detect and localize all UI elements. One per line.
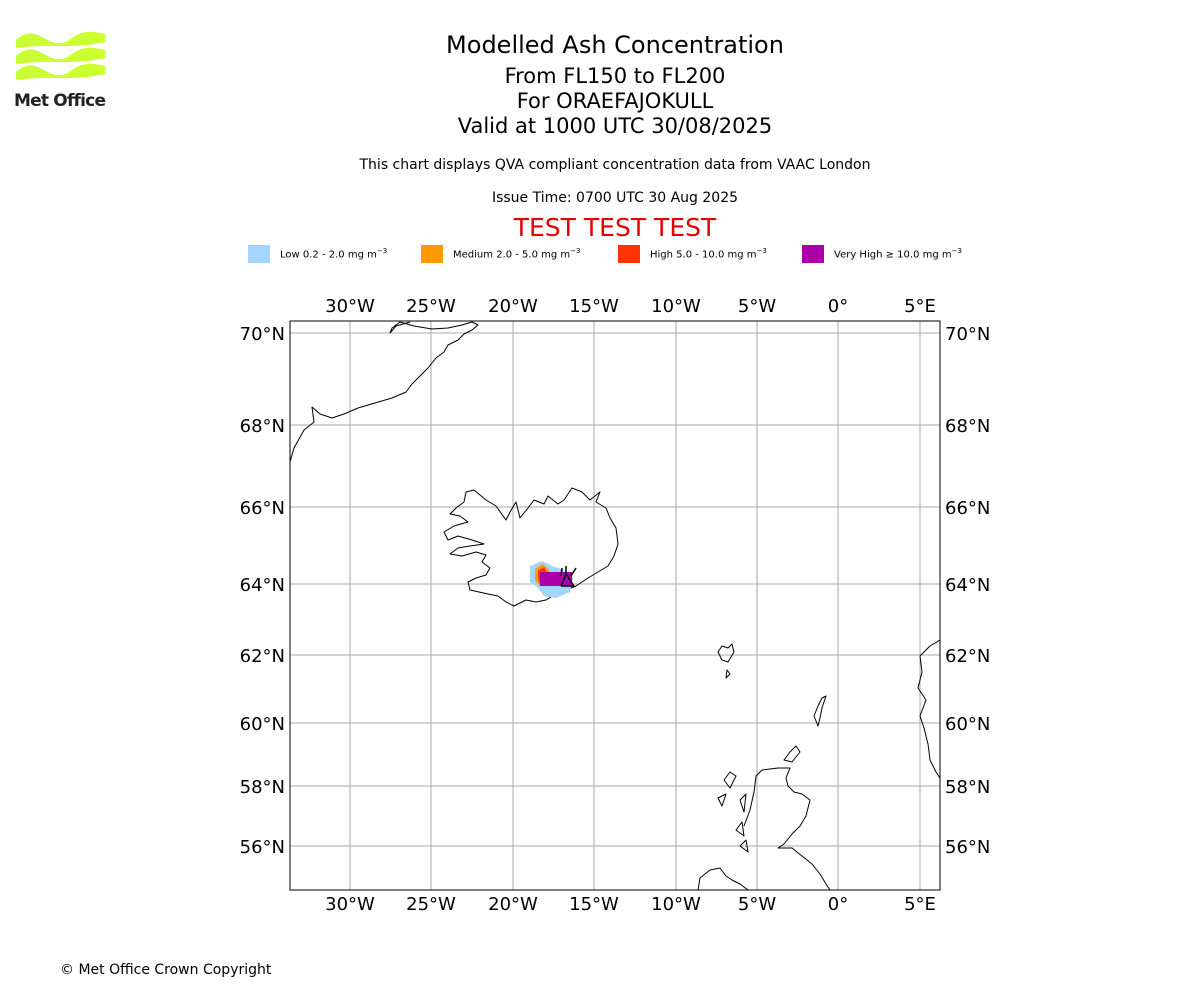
met-office-waves-icon <box>16 31 105 80</box>
latitude-tick-label: 66°N <box>945 498 990 519</box>
latitude-tick-label: 62°N <box>240 646 285 667</box>
legend-label-very-high: Very High ≥ 10.0 mg m−3 <box>834 247 962 261</box>
latitude-tick-label: 64°N <box>240 575 285 596</box>
longitude-tick-label: 15°W <box>569 894 619 915</box>
longitude-tick-label: 10°W <box>651 296 701 317</box>
legend-label-low: Low 0.2 - 2.0 mg m−3 <box>280 247 388 261</box>
issue-time: Issue Time: 0700 UTC 30 Aug 2025 <box>491 190 739 206</box>
volcano-name: For ORAEFAJOKULL <box>516 89 714 113</box>
latitude-tick-label: 70°N <box>945 324 990 345</box>
norway-coastline <box>917 639 940 779</box>
longitude-tick-label: 20°W <box>488 296 538 317</box>
volcano-marker-icon <box>560 566 577 587</box>
longitude-tick-label: 5°W <box>738 894 776 915</box>
latitude-tick-label: 60°N <box>240 714 285 735</box>
greenland-coastline <box>290 321 479 463</box>
latitude-tick-label: 56°N <box>240 837 285 858</box>
shetland-coastline <box>813 695 827 727</box>
logo-text: Met Office <box>14 91 106 111</box>
longitude-tick-label: 30°W <box>325 296 375 317</box>
latitude-tick-label: 66°N <box>240 498 285 519</box>
latitude-tick-label: 64°N <box>945 575 990 596</box>
copyright: © Met Office Crown Copyright <box>60 962 272 978</box>
latitude-tick-label: 56°N <box>945 837 990 858</box>
longitude-tick-label: 30°W <box>325 894 375 915</box>
test-banner: TEST TEST TEST <box>513 213 717 242</box>
legend-swatch-low <box>248 245 270 263</box>
latitude-tick-label: 58°N <box>945 777 990 798</box>
latitude-labels-left: 70°N 68°N 66°N 64°N 62°N 60°N 58°N 56°N <box>240 324 285 858</box>
longitude-tick-label: 5°E <box>904 894 936 915</box>
faroe-islands-coastline <box>717 643 735 679</box>
longitude-tick-label: 5°E <box>904 296 936 317</box>
longitude-labels-bottom: 30°W 25°W 20°W 15°W 10°W 5°W 0° 5°E <box>325 894 936 915</box>
legend-item-very-high: Very High ≥ 10.0 mg m−3 <box>802 244 962 264</box>
title-block: Modelled Ash Concentration From FL150 to… <box>315 30 915 139</box>
met-office-logo: Met Office <box>14 30 108 112</box>
legend-item-low: Low 0.2 - 2.0 mg m−3 <box>248 244 387 264</box>
latitude-tick-label: 70°N <box>240 324 285 345</box>
longitude-tick-label: 15°W <box>569 296 619 317</box>
longitude-tick-label: 0° <box>828 296 848 317</box>
chart-title: Modelled Ash Concentration <box>446 31 784 59</box>
latitude-tick-label: 58°N <box>240 777 285 798</box>
legend-label-medium: Medium 2.0 - 5.0 mg m−3 <box>453 247 581 261</box>
longitude-tick-label: 10°W <box>651 894 701 915</box>
latitude-tick-label: 68°N <box>240 416 285 437</box>
orkney-coastline <box>783 745 801 763</box>
latitude-tick-label: 62°N <box>945 646 990 667</box>
ash-very-high-area <box>540 572 572 586</box>
latitude-labels-right: 70°N 68°N 66°N 64°N 62°N 60°N 58°N 56°N <box>945 324 990 858</box>
longitude-tick-label: 5°W <box>738 296 776 317</box>
longitude-labels-top: 30°W 25°W 20°W 15°W 10°W 5°W 0° 5°E <box>325 296 936 317</box>
latitude-tick-label: 68°N <box>945 416 990 437</box>
ireland-coastline <box>697 867 749 890</box>
map-frame <box>289 320 941 891</box>
flight-level-range: From FL150 to FL200 <box>504 64 726 88</box>
map-gridlines <box>290 321 940 890</box>
longitude-tick-label: 0° <box>828 894 848 915</box>
longitude-tick-label: 20°W <box>488 894 538 915</box>
latitude-tick-label: 60°N <box>945 714 990 735</box>
scotland-west-islands <box>717 771 749 853</box>
legend-swatch-high <box>618 245 640 263</box>
iceland-coastline <box>443 487 619 607</box>
legend-swatch-very-high <box>802 245 824 263</box>
legend-label-high: High 5.0 - 10.0 mg m−3 <box>650 247 767 261</box>
legend-item-medium: Medium 2.0 - 5.0 mg m−3 <box>421 244 580 264</box>
scotland-coastline <box>743 767 831 890</box>
qva-subtitle: This chart displays QVA compliant concen… <box>359 157 871 173</box>
legend-item-high: High 5.0 - 10.0 mg m−3 <box>618 244 767 264</box>
valid-time: Valid at 1000 UTC 30/08/2025 <box>457 114 773 138</box>
longitude-tick-label: 25°W <box>406 894 456 915</box>
longitude-tick-label: 25°W <box>406 296 456 317</box>
legend-swatch-medium <box>421 245 443 263</box>
